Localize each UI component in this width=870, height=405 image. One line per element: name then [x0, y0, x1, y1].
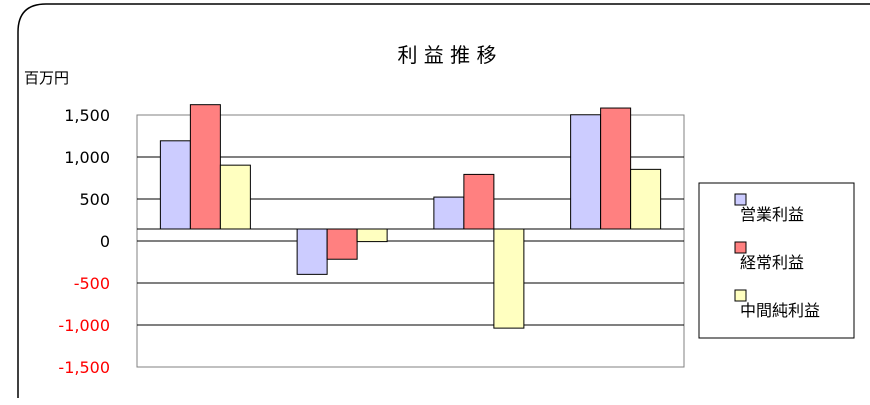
y-tick-label: 1,000 — [64, 148, 110, 167]
legend-swatch — [734, 193, 747, 206]
bar — [296, 228, 328, 275]
bar — [433, 196, 465, 230]
bar — [219, 164, 251, 230]
legend-label: 中間純利益 — [740, 301, 820, 320]
y-tick-label: 500 — [79, 190, 110, 209]
y-tick-label: 1,500 — [64, 106, 110, 125]
legend-swatch — [734, 289, 747, 302]
bar — [356, 228, 388, 243]
bars — [137, 104, 684, 329]
bar — [463, 173, 495, 230]
bar — [630, 168, 662, 230]
bar — [493, 228, 525, 329]
legend-box — [698, 182, 855, 339]
bar — [570, 114, 602, 230]
chart-title: 利 益 推 移 — [397, 43, 496, 67]
bar — [159, 140, 191, 230]
bar — [326, 228, 358, 260]
y-axis-unit-label: 百万円 — [24, 69, 69, 87]
y-axis-tick-labels: 1,500 1,000 500 0 -500 -1,000 -1,500 — [58, 106, 110, 377]
y-tick-label: -500 — [74, 274, 110, 293]
y-tick-label: -1,000 — [58, 316, 110, 335]
legend-swatch — [734, 241, 747, 254]
y-tick-label: -1,500 — [58, 358, 110, 377]
bar — [189, 104, 221, 230]
y-tick-label: 0 — [100, 232, 110, 251]
legend-label: 営業利益 — [740, 205, 804, 224]
legend-label: 経常利益 — [740, 253, 804, 272]
chart-area-border — [17, 3, 870, 398]
bar — [600, 107, 632, 230]
